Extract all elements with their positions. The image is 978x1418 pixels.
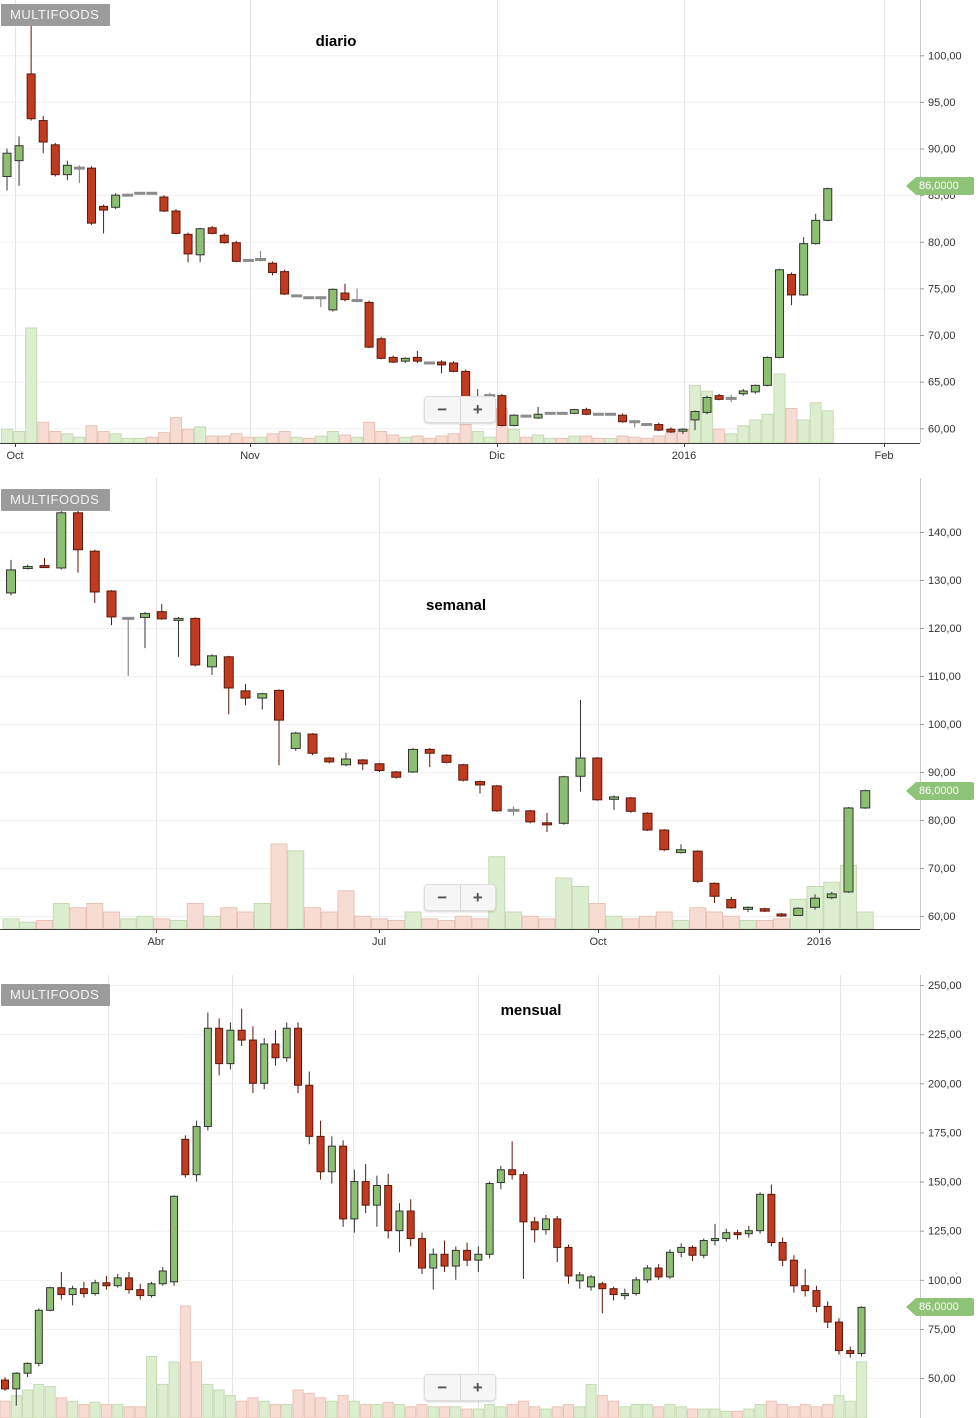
weekly-candlestick-canvas[interactable]: 140,00 130,00 120,00 110,00 100,00 90,00 80,00… [0, 478, 978, 970]
zoom-out-button[interactable]: − [425, 397, 460, 422]
svg-text:Feb: Feb [875, 450, 894, 462]
svg-text:60,00: 60,00 [928, 911, 956, 923]
zoom-in-button[interactable]: + [459, 885, 496, 910]
chart-title-daily: diario [315, 33, 357, 50]
svg-text:90,00: 90,00 [928, 144, 956, 156]
last-price-value: 86,0000 [916, 177, 974, 195]
svg-text:Nov: Nov [240, 450, 260, 462]
svg-text:140,00: 140,00 [928, 527, 962, 539]
symbol-badge: MULTIFOODS [1, 4, 111, 26]
svg-text:150,00: 150,00 [928, 1177, 962, 1189]
svg-text:50,00: 50,00 [928, 1373, 956, 1385]
svg-text:100,00: 100,00 [928, 50, 962, 62]
last-price-value: 86,0000 [916, 1298, 974, 1316]
svg-text:175,00: 175,00 [928, 1127, 962, 1139]
svg-text:75,00: 75,00 [928, 1324, 956, 1336]
zoom-in-button[interactable]: + [459, 1375, 496, 1400]
svg-text:60,00: 60,00 [928, 423, 956, 435]
zoom-out-button[interactable]: − [425, 885, 460, 910]
svg-text:100,00: 100,00 [928, 719, 962, 731]
symbol-badge: MULTIFOODS [1, 984, 111, 1006]
last-price-tag: 86,0000 [906, 177, 974, 195]
tag-arrow-icon [906, 177, 916, 195]
svg-text:Abr: Abr [147, 936, 164, 948]
svg-text:75,00: 75,00 [928, 283, 956, 295]
svg-text:100,00: 100,00 [928, 1275, 962, 1287]
zoom-out-button[interactable]: − [425, 1375, 460, 1400]
svg-text:80,00: 80,00 [928, 237, 956, 249]
svg-text:2016: 2016 [807, 936, 831, 948]
chart-title-monthly: mensual [500, 1002, 562, 1019]
zoom-control: − + [424, 884, 496, 911]
chart-title-weekly: semanal [425, 597, 487, 614]
chart-panel-weekly: 140,00 130,00 120,00 110,00 100,00 90,00 80,00… [0, 478, 978, 970]
svg-text:110,00: 110,00 [928, 671, 961, 683]
svg-text:95,00: 95,00 [928, 97, 956, 109]
zoom-in-button[interactable]: + [459, 397, 496, 422]
svg-text:90,00: 90,00 [928, 767, 956, 779]
svg-text:200,00: 200,00 [928, 1078, 962, 1090]
chart-panel-daily: 100,00 95,00 90,00 85,00 80,00 75,00 70,00 65,0… [0, 0, 978, 474]
chart-panel-monthly: 250,00 225,00 200,00 175,00 150,00 125,00 100,… [0, 975, 978, 1418]
svg-text:Dic: Dic [489, 450, 505, 462]
svg-text:80,00: 80,00 [928, 815, 956, 827]
svg-text:Oct: Oct [6, 450, 23, 462]
svg-text:65,00: 65,00 [928, 377, 956, 389]
svg-text:70,00: 70,00 [928, 330, 956, 342]
svg-text:Oct: Oct [589, 936, 606, 948]
svg-text:130,00: 130,00 [928, 575, 962, 587]
symbol-badge: MULTIFOODS [1, 489, 111, 511]
tag-arrow-icon [906, 782, 916, 800]
daily-candlestick-canvas[interactable]: 100,0095,0090,0085,0080,0075,0070,0065,0… [0, 0, 978, 474]
svg-text:250,00: 250,00 [928, 980, 962, 992]
svg-text:225,00: 225,00 [928, 1029, 962, 1041]
last-price-tag: 86,0000 [906, 1298, 974, 1316]
last-price-tag: 86,0000 [906, 782, 974, 800]
svg-text:70,00: 70,00 [928, 863, 956, 875]
svg-text:Jul: Jul [372, 936, 386, 948]
last-price-value: 86,0000 [916, 782, 974, 800]
tag-arrow-icon [906, 1298, 916, 1316]
svg-text:120,00: 120,00 [928, 623, 962, 635]
svg-text:125,00: 125,00 [928, 1226, 962, 1238]
monthly-candlestick-canvas[interactable]: 250,00 225,00 200,00 175,00 150,00 125,00 100,… [0, 975, 978, 1418]
zoom-control: − + [424, 396, 496, 423]
zoom-control: − + [424, 1374, 496, 1401]
svg-text:2016: 2016 [672, 450, 696, 462]
